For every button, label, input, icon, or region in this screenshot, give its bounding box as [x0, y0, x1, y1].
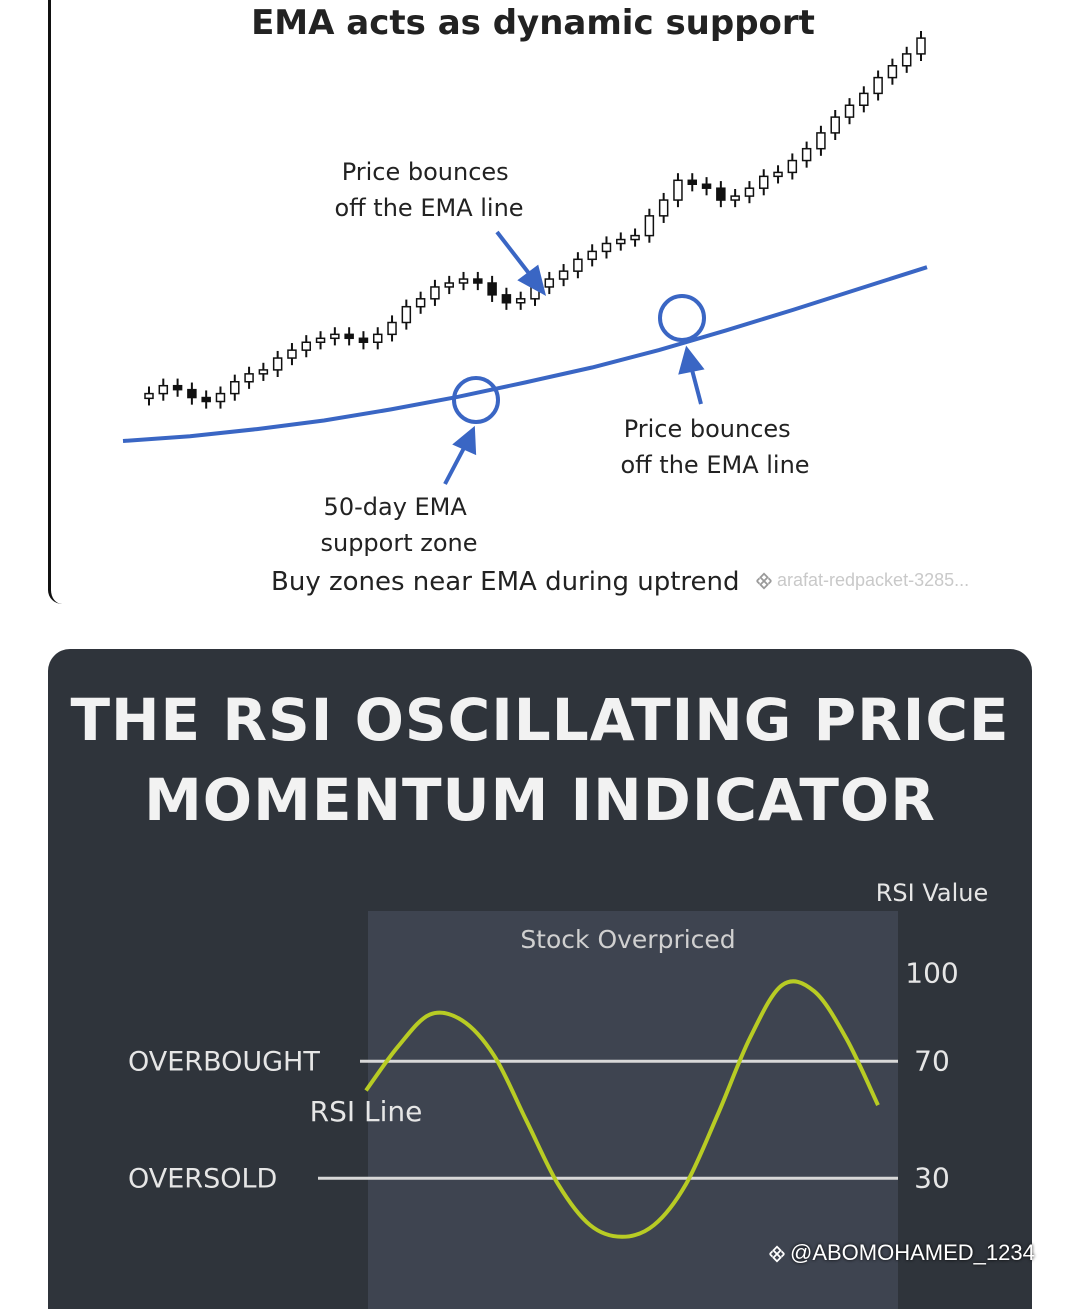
- candle-body: [487, 282, 497, 296]
- candle-body: [330, 333, 340, 340]
- candle-body: [887, 65, 898, 79]
- arrow-to-circle-1: [443, 425, 477, 485]
- candle-body: [701, 183, 712, 189]
- candle-body: [901, 53, 912, 67]
- candle-body: [473, 278, 483, 284]
- candle-body: [187, 388, 197, 399]
- candle-body: [687, 179, 698, 186]
- ema-caption: Buy zones near EMA during uptrend: [271, 567, 740, 597]
- candle-body: [387, 321, 397, 336]
- ema-chart-card: EMA acts as dynamic support Price bounce…: [48, 0, 1035, 604]
- candle-body: [230, 381, 240, 395]
- candle-body: [344, 333, 354, 340]
- candle-body: [616, 238, 626, 245]
- bounce-circle-2: [658, 294, 706, 342]
- candle-body: [415, 298, 426, 308]
- candle-body: [730, 195, 740, 201]
- candle-body: [758, 175, 769, 189]
- rsi-chart-card: THE RSI OSCILLATING PRICE MOMENTUM INDIC…: [48, 649, 1032, 1309]
- ema-chart-title: EMA acts as dynamic support: [251, 3, 815, 43]
- candle-body: [430, 286, 440, 300]
- candle-body: [658, 199, 669, 217]
- candle-body: [172, 384, 183, 391]
- y-tick-label: 30: [914, 1161, 950, 1194]
- bounce-circle-1: [452, 376, 500, 424]
- arrow-to-candles: [495, 230, 547, 296]
- candle-body: [787, 159, 798, 174]
- rsi-line-label: RSI Line: [310, 1095, 423, 1128]
- y-tick-label: 100: [905, 957, 958, 990]
- candle-body: [873, 76, 883, 95]
- candle-body: [573, 258, 583, 272]
- candle-body: [844, 104, 855, 118]
- candle-body: [916, 37, 926, 55]
- annotation-support-zone: 50-day EMA support zone: [320, 493, 477, 557]
- candle-body: [558, 270, 569, 280]
- annotation-bounce-1: Price bounces off the EMA line: [334, 158, 523, 222]
- candle-body: [830, 116, 840, 134]
- arrow-to-circle-2: [678, 345, 705, 405]
- candle-body: [544, 278, 555, 288]
- level-label-oversold: OVERSOLD: [128, 1163, 277, 1194]
- watermark-top: arafat-redpacket-3285...: [755, 570, 969, 591]
- candle-body: [801, 147, 812, 162]
- candle-body: [401, 305, 412, 324]
- zone-label-overpriced: Stock Overpriced: [520, 925, 735, 954]
- candle-body: [144, 392, 154, 400]
- candle-body: [258, 369, 269, 375]
- candle-body: [315, 337, 326, 343]
- candle-body: [773, 171, 783, 178]
- binance-logo-icon: [756, 572, 772, 590]
- watermark-top-text: arafat-redpacket-3285...: [777, 570, 970, 590]
- annotation-bounce-2: Price bounces off the EMA line: [620, 415, 809, 479]
- ema-chart: EMA acts as dynamic support Price bounce…: [122, 3, 928, 597]
- candle-body: [644, 215, 655, 237]
- candle-body: [816, 132, 826, 150]
- binance-logo-icon: [769, 1245, 785, 1263]
- candle-body: [501, 294, 512, 304]
- candle-body: [372, 333, 383, 344]
- candle-body: [301, 341, 312, 351]
- y-axis-title: RSI Value: [876, 879, 989, 907]
- rsi-levels: OVERBOUGHT OVERSOLD: [128, 1046, 898, 1194]
- candle-body: [859, 92, 869, 107]
- candle-body: [601, 242, 612, 253]
- rsi-zone-background: [368, 911, 898, 1309]
- candle-body: [458, 278, 469, 284]
- candle-body: [287, 349, 297, 359]
- watermark-bottom-text: @ABOMOHAMED_1234: [790, 1240, 1035, 1265]
- candle-body: [673, 179, 683, 201]
- candle-body: [744, 187, 755, 197]
- candle-body: [272, 357, 283, 371]
- candle-body: [358, 337, 369, 343]
- ema-line: [122, 265, 928, 443]
- candle-body: [587, 250, 597, 261]
- watermark-bottom: @ABOMOHAMED_1234: [768, 1240, 1035, 1266]
- rsi-title-line-2: MOMENTUM INDICATOR: [144, 766, 936, 834]
- y-tick-label: 70: [914, 1044, 950, 1077]
- candle-body: [244, 373, 254, 383]
- candlestick-series: [144, 30, 926, 409]
- candle-body: [215, 392, 226, 403]
- candle-body: [716, 187, 726, 201]
- candle-body: [201, 396, 211, 403]
- rsi-line: [364, 979, 880, 1239]
- rsi-title-line-1: THE RSI OSCILLATING PRICE: [70, 686, 1010, 754]
- rsi-y-ticks: 100 70 30: [905, 957, 958, 1195]
- candle-body: [515, 298, 526, 304]
- candle-body: [444, 282, 454, 288]
- level-label-overbought: OVERBOUGHT: [128, 1046, 320, 1077]
- candle-body: [630, 234, 640, 241]
- candle-body: [158, 384, 169, 395]
- rsi-chart: RSI Value Stock Overpriced OVERBOUGHTOVE…: [128, 879, 989, 1309]
